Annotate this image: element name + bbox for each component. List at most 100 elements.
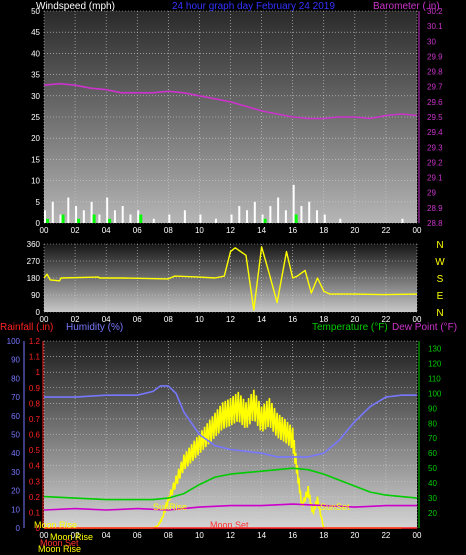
chart-title: 24 hour graph day February 24 2019 bbox=[172, 1, 335, 12]
wind-speed-bar bbox=[51, 201, 54, 223]
wind-y-tick: 35 bbox=[31, 71, 40, 80]
wind-speed-bar bbox=[261, 214, 264, 223]
direction-x-tick: 08 bbox=[164, 315, 173, 324]
direction-x-tick: 16 bbox=[288, 315, 297, 324]
humidity-y-tick: 90 bbox=[11, 356, 20, 365]
temp-x-tick: 12 bbox=[226, 531, 235, 540]
wind-x-tick: 10 bbox=[195, 226, 204, 235]
wind-y-tick: 45 bbox=[31, 28, 40, 37]
temperature-axis-label: Temperature (°F) bbox=[312, 322, 388, 333]
baro-y-tick: 30.2 bbox=[427, 7, 443, 16]
wind-speed-bar bbox=[401, 218, 404, 223]
baro-y-tick: 30 bbox=[427, 37, 436, 46]
temp-y-tick: 100 bbox=[428, 389, 442, 398]
wind-speed-bar bbox=[339, 218, 342, 223]
humidity-y-tick: 40 bbox=[11, 449, 20, 458]
direction-x-tick: 02 bbox=[71, 315, 80, 324]
baro-y-tick: 29.2 bbox=[427, 158, 443, 167]
rain-y-tick: 0.8 bbox=[29, 399, 41, 408]
baro-y-tick: 29.9 bbox=[427, 52, 443, 61]
compass-tick: E bbox=[437, 291, 444, 302]
wind-speed-bar bbox=[90, 201, 93, 223]
temp-y-tick: 110 bbox=[428, 374, 441, 383]
moonrise-label-3: Moon Rise bbox=[38, 544, 81, 554]
wind-x-tick: 16 bbox=[288, 226, 297, 235]
rain-y-tick: 0.4 bbox=[29, 462, 41, 471]
temperature-line bbox=[43, 467, 418, 501]
wind-x-tick: 00 bbox=[413, 226, 422, 235]
wind-x-tick: 18 bbox=[319, 226, 328, 235]
wind-speed-bar bbox=[214, 218, 217, 223]
compass-tick: N bbox=[436, 240, 443, 251]
wind-x-tick: 02 bbox=[71, 226, 80, 235]
wind-speed-bar bbox=[67, 197, 70, 223]
temp-y-tick: 70 bbox=[428, 434, 437, 443]
wind-speed-bar bbox=[246, 210, 249, 223]
temp-x-tick: 04 bbox=[102, 531, 111, 540]
humidity-y-tick: 20 bbox=[11, 487, 20, 496]
rainfall-axis-label: Rainfall (.in) bbox=[0, 322, 53, 333]
direction-y-tick: 90 bbox=[31, 291, 40, 300]
direction-x-tick: 06 bbox=[133, 315, 142, 324]
solar-line bbox=[44, 389, 402, 529]
temp-y-tick: 130 bbox=[428, 344, 442, 353]
rain-y-tick: 0.6 bbox=[29, 431, 41, 440]
wind-x-tick: 00 bbox=[40, 226, 49, 235]
direction-x-tick: 14 bbox=[257, 315, 266, 324]
humidity-y-tick: 0 bbox=[16, 524, 21, 533]
wind-x-tick: 12 bbox=[226, 226, 235, 235]
rain-y-tick: 1.1 bbox=[29, 353, 41, 362]
rain-y-tick: 0.9 bbox=[29, 384, 41, 393]
temp-x-tick: 06 bbox=[133, 531, 142, 540]
baro-y-tick: 29.7 bbox=[427, 83, 443, 92]
wind-speed-bar bbox=[129, 214, 132, 223]
temp-y-tick: 120 bbox=[428, 359, 442, 368]
dewpoint-line bbox=[43, 503, 417, 511]
rain-y-tick: 1.2 bbox=[29, 337, 41, 346]
wind-y-tick: 50 bbox=[31, 7, 40, 16]
baro-y-tick: 29.1 bbox=[427, 174, 443, 183]
rain-y-tick: 0.3 bbox=[29, 477, 41, 486]
rain-y-tick: 1 bbox=[36, 368, 41, 377]
rain-y-tick: 0 bbox=[36, 524, 41, 533]
wind-speed-bar bbox=[75, 206, 78, 223]
wind-speed-bar bbox=[59, 214, 62, 223]
wind-axis-label: Windspeed (mph) bbox=[36, 1, 115, 12]
dewpoint-axis-label: Dew Point (°F) bbox=[392, 322, 457, 333]
wind-speed-bar bbox=[168, 214, 171, 223]
humidity-y-tick: 100 bbox=[7, 337, 21, 346]
moonset-label: Moon Set bbox=[210, 520, 249, 530]
temp-x-tick: 16 bbox=[288, 531, 297, 540]
compass-tick: N bbox=[436, 308, 443, 319]
temp-x-tick: 08 bbox=[164, 531, 173, 540]
wind-speed-bar bbox=[308, 201, 311, 223]
wind-gust-bar bbox=[77, 218, 81, 223]
temp-x-tick: 00 bbox=[413, 531, 422, 540]
rain-y-tick: 0.2 bbox=[29, 493, 41, 502]
direction-x-tick: 04 bbox=[102, 315, 111, 324]
wind-gust-bar bbox=[46, 218, 49, 223]
wind-x-tick: 04 bbox=[102, 226, 111, 235]
wind-speed-bar bbox=[183, 210, 186, 223]
temp-x-tick: 02 bbox=[71, 531, 80, 540]
wind-speed-bar bbox=[82, 210, 85, 223]
barometer-axis-label: Barometer (.in) bbox=[373, 1, 440, 12]
wind-x-tick: 20 bbox=[350, 226, 359, 235]
baro-y-tick: 29 bbox=[427, 189, 436, 198]
wind-speed-bar bbox=[292, 184, 295, 223]
wind-gust-bar bbox=[61, 214, 65, 223]
wind-y-tick: 30 bbox=[31, 92, 40, 101]
humidity-y-tick: 30 bbox=[11, 468, 20, 477]
temp-y-tick: 90 bbox=[428, 404, 437, 413]
rain-y-tick: 0.1 bbox=[29, 508, 41, 517]
wind-x-tick: 08 bbox=[164, 226, 173, 235]
wind-speed-bar bbox=[121, 206, 124, 223]
temp-x-tick: 10 bbox=[195, 531, 204, 540]
temp-y-tick: 60 bbox=[428, 449, 437, 458]
wind-speed-bar bbox=[152, 218, 155, 223]
baro-y-tick: 29.5 bbox=[427, 113, 443, 122]
wind-direction-line bbox=[43, 246, 418, 311]
direction-x-tick: 22 bbox=[381, 315, 390, 324]
humidity-line bbox=[44, 385, 417, 458]
wind-x-tick: 06 bbox=[133, 226, 142, 235]
